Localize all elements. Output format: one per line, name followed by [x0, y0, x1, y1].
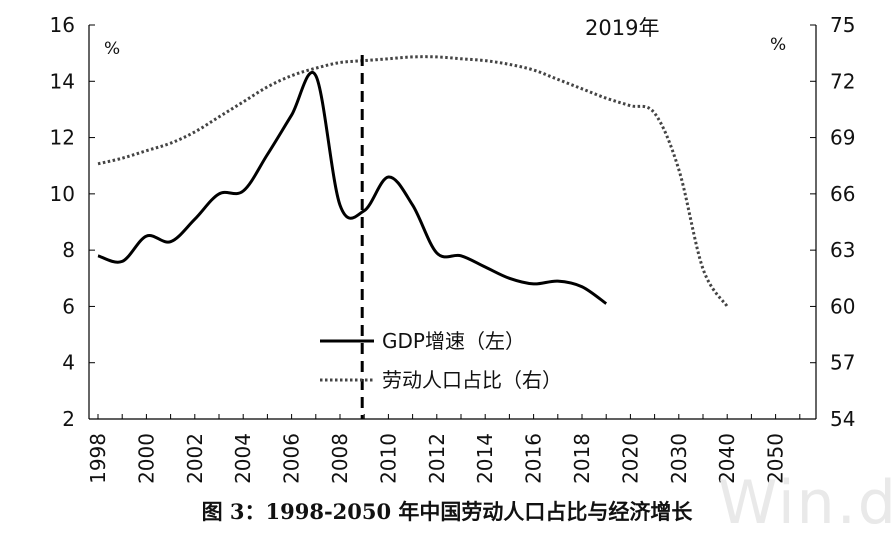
x-tick-label: 2030 [667, 433, 691, 484]
x-tick-label: 2018 [570, 433, 594, 484]
x-tick-label: 2040 [715, 433, 739, 484]
legend: GDP增速（左） 劳动人口占比（右） [320, 329, 562, 392]
right-tick-label: 57 [830, 351, 855, 375]
x-tick-label: 2006 [280, 433, 304, 484]
x-tick-label: 2010 [376, 433, 400, 484]
marker-label: 2019年 [585, 16, 659, 40]
left-tick-label: 8 [62, 238, 75, 262]
watermark: Win.d [718, 468, 894, 538]
figure-caption: 图 3：1998-2050 年中国劳动人口占比与经济增长 [201, 499, 693, 524]
axes: 2 4 6 8 10 12 14 16 54 57 60 63 66 69 72 75 1998 2000 2002… [50, 13, 856, 484]
x-tick-label: 2000 [134, 433, 158, 484]
chart: 2 4 6 8 10 12 14 16 54 57 60 63 66 69 72 75 1998 2000 2002… [50, 13, 856, 484]
left-tick-label: 2 [62, 407, 75, 431]
x-tick-label: 2008 [328, 433, 352, 484]
x-tick-label: 1998 [86, 433, 110, 484]
right-axis-unit: % [770, 35, 786, 55]
x-tick-label: 2016 [522, 433, 546, 484]
series-line-gdp-growth [97, 71, 608, 305]
x-tick-label: 2012 [425, 433, 449, 484]
legend-label-labor: 劳动人口占比（右） [382, 368, 562, 392]
series-line-labor-share [97, 55, 729, 308]
x-tick-label: 2020 [618, 433, 642, 484]
right-tick-label: 69 [830, 126, 855, 150]
right-tick-label: 72 [830, 69, 855, 93]
x-tick-label: 2004 [231, 433, 255, 484]
left-tick-label: 14 [50, 69, 75, 93]
legend-label-gdp: GDP增速（左） [382, 329, 525, 353]
left-tick-label: 6 [62, 294, 75, 318]
x-tick-label: 2050 [764, 433, 788, 484]
x-tick-label: 2014 [473, 433, 497, 484]
right-tick-label: 54 [830, 407, 855, 431]
right-tick-label: 63 [830, 238, 855, 262]
left-tick-label: 4 [62, 351, 75, 375]
series-layer [97, 55, 729, 419]
left-tick-label: 12 [50, 126, 75, 150]
right-tick-label: 60 [830, 294, 855, 318]
left-tick-label: 10 [50, 182, 75, 206]
x-tick-label: 2002 [183, 433, 207, 484]
right-tick-label: 66 [830, 182, 855, 206]
left-axis-unit: % [104, 39, 120, 59]
left-tick-label: 16 [50, 13, 75, 37]
right-tick-label: 75 [830, 13, 855, 37]
